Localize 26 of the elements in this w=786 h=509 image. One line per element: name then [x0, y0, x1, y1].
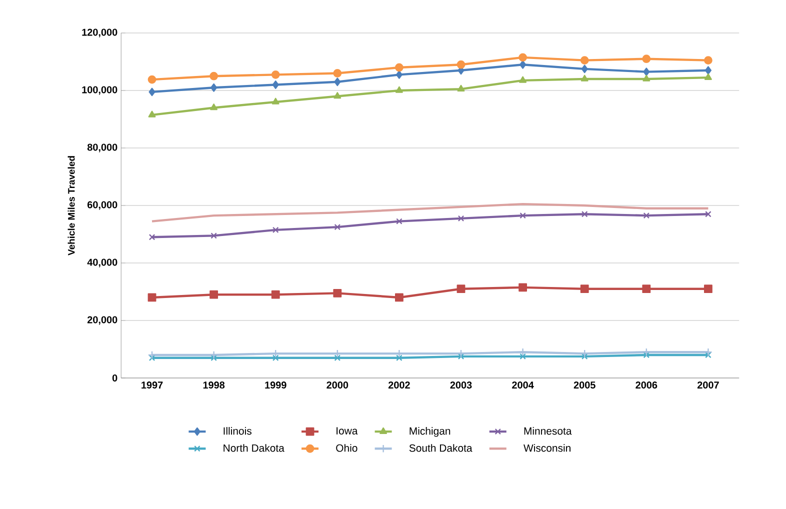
- x-tick-label: 1998: [203, 382, 225, 389]
- legend-label: North Dakota: [224, 444, 284, 452]
- x-tick-label: 2004: [512, 382, 534, 389]
- y-tick-label: 20,000: [87, 316, 118, 325]
- legend-label: Wisconsin: [524, 444, 570, 452]
- y-tick-label: 0: [112, 374, 118, 382]
- y-tick-label: 80,000: [87, 144, 118, 152]
- legend-label: Iowa: [336, 427, 358, 435]
- legend-label: Minnesota: [524, 427, 572, 435]
- legend-label: Illinois: [224, 427, 252, 435]
- x-tick-label: 2006: [636, 382, 658, 389]
- x-tick-label: 2000: [326, 382, 348, 389]
- y-tick-label: 60,000: [87, 201, 118, 210]
- legend-label: Ohio: [336, 444, 358, 452]
- x-tick-label: 1999: [265, 382, 286, 389]
- y-tick-label: 120,000: [82, 28, 118, 38]
- legend-label: South Dakota: [409, 444, 472, 452]
- y-tick-label: 40,000: [87, 258, 118, 268]
- legend-label: Michigan: [410, 427, 450, 437]
- x-tick-label: 2002: [388, 382, 410, 389]
- x-tick-label: 2005: [574, 382, 596, 389]
- y-axis-title: Vehicle Miles Traveled: [68, 156, 75, 256]
- x-tick-label: 2003: [450, 382, 472, 389]
- y-tick-label: 100,000: [82, 86, 118, 95]
- x-tick-label: 1997: [142, 382, 163, 389]
- x-tick-label: 2007: [697, 382, 719, 389]
